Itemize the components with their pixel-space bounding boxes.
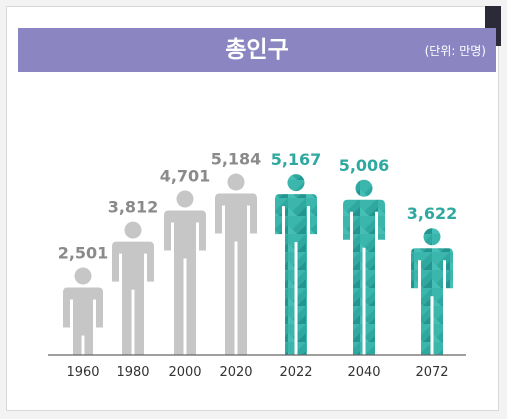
x-tick-2022: 2022 xyxy=(279,365,312,380)
x-tick-2072: 2072 xyxy=(415,365,448,380)
person-bar-2020 xyxy=(215,173,257,355)
value-label-1980: 3,812 xyxy=(108,198,159,217)
value-label-2040: 5,006 xyxy=(339,156,390,175)
x-tick-2020: 2020 xyxy=(219,365,252,380)
value-label-2022: 5,167 xyxy=(271,150,322,169)
value-label-2072: 3,622 xyxy=(407,204,458,223)
person-bar-1960 xyxy=(63,267,103,355)
x-tick-1980: 1980 xyxy=(116,365,149,380)
person-bar-2000 xyxy=(164,190,206,355)
value-label-2020: 5,184 xyxy=(211,150,262,169)
x-tick-2040: 2040 xyxy=(347,365,380,380)
x-tick-2000: 2000 xyxy=(168,365,201,380)
title-banner: 총인구 (단위: 만명) xyxy=(18,28,496,72)
person-bar-2040 xyxy=(343,179,385,355)
value-label-2000: 4,701 xyxy=(160,166,211,185)
unit-label: (단위: 만명) xyxy=(424,44,486,58)
person-bar-1980 xyxy=(112,221,154,355)
person-bar-2022 xyxy=(275,174,317,355)
chart-title: 총인구 xyxy=(225,37,289,63)
x-tick-1960: 1960 xyxy=(66,365,99,380)
value-label-1960: 2,501 xyxy=(58,243,109,262)
person-bar-2072 xyxy=(411,228,453,355)
